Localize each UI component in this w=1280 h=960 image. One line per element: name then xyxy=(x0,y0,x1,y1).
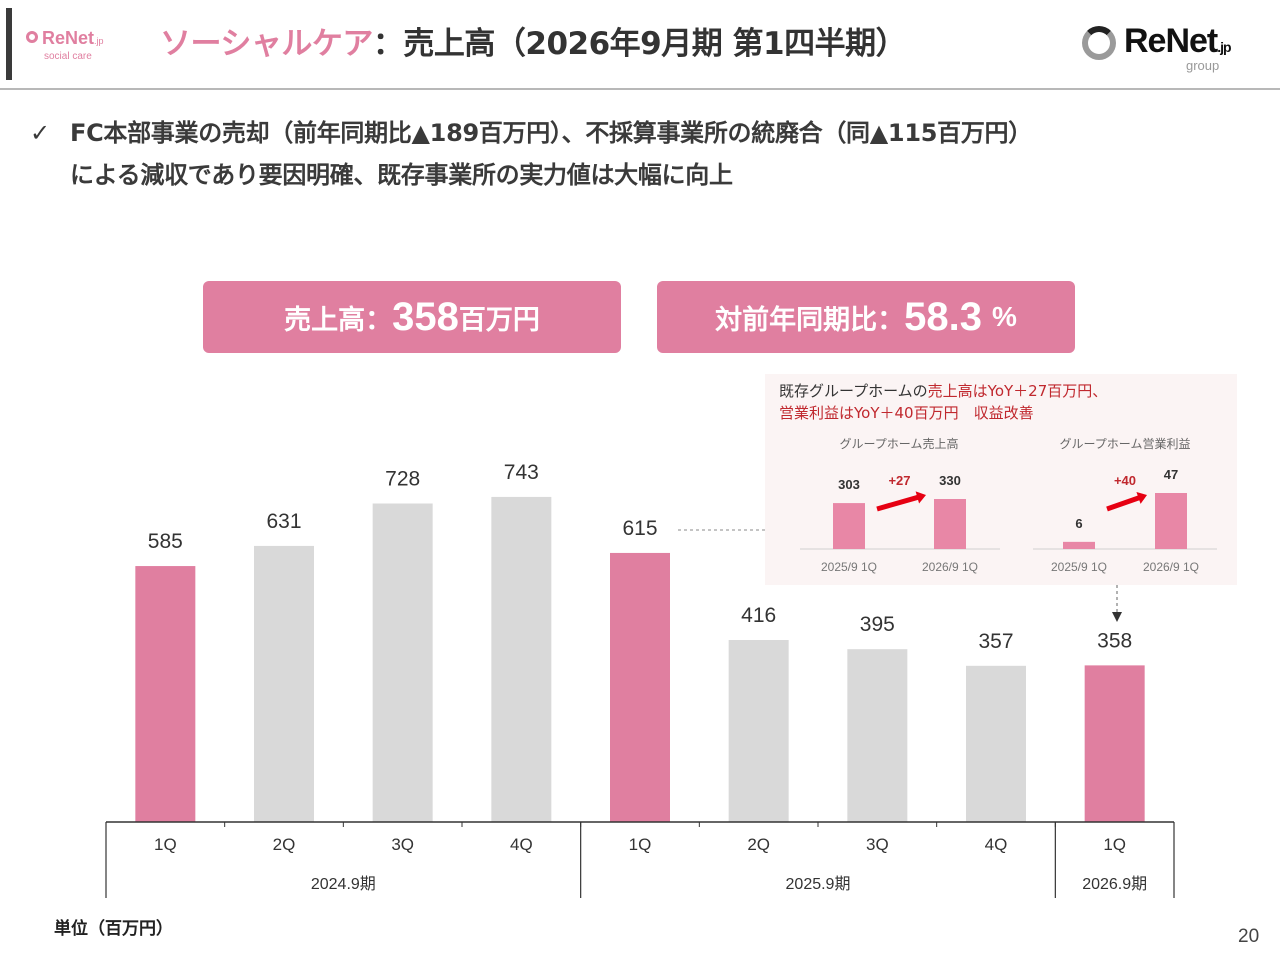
delta-label: +40 xyxy=(1114,473,1136,488)
data-label: 615 xyxy=(622,517,657,540)
bar xyxy=(1084,665,1145,822)
inset-data-label: 47 xyxy=(1164,467,1178,482)
tick-label: 3Q xyxy=(866,835,889,854)
group-label: 2026.9期 xyxy=(1082,875,1147,893)
inset-tick-label: 2026/9 1Q xyxy=(922,560,978,574)
checkmark-icon: ✓ xyxy=(30,119,51,147)
data-label: 585 xyxy=(148,530,183,553)
renet-ring-icon xyxy=(1082,26,1116,60)
bar xyxy=(254,545,314,822)
inset-chart-title: グループホーム営業利益 xyxy=(1060,437,1191,451)
tick-label: 1Q xyxy=(629,835,652,854)
delta-arrow-shaft xyxy=(1106,495,1141,512)
unit-label: 単位（百万円） xyxy=(54,919,173,939)
bar xyxy=(135,566,196,822)
group-label: 2025.9期 xyxy=(786,875,851,893)
header-accent-bar xyxy=(6,8,12,80)
title-segment: ソーシャルケア xyxy=(160,26,373,62)
delta-arrow-icon xyxy=(876,491,926,512)
inset-tick-label: 2025/9 1Q xyxy=(1051,560,1107,574)
inset-tick-label: 2026/9 1Q xyxy=(1143,560,1199,574)
bar xyxy=(372,503,433,822)
tick-label: 2Q xyxy=(747,835,770,854)
bar xyxy=(491,496,552,822)
bullet-line-2: による減収であり要因明確、既存事業所の実力値は大幅に向上 xyxy=(70,161,733,189)
inset-data-label: 303 xyxy=(838,477,860,492)
data-label: 743 xyxy=(504,461,539,484)
logo-brand: ReNet xyxy=(42,28,95,48)
tick-label: 1Q xyxy=(1103,835,1126,854)
inset-note: 既存グループホームの売上高はYoY＋27百万円、 営業利益はYoY＋40百万円 … xyxy=(779,380,1107,424)
bar xyxy=(728,640,789,822)
kpi-value: 358 xyxy=(392,294,459,339)
tick-label: 4Q xyxy=(985,835,1008,854)
page-title: ソーシャルケア：売上高（2026年9月期 第1四半期） xyxy=(160,18,907,63)
data-label: 358 xyxy=(1097,629,1132,652)
arrow-down-icon xyxy=(1112,612,1122,622)
kpi-sales: 売上高： 358 百万円 xyxy=(203,281,621,353)
note-text: 既存グループホームの xyxy=(779,382,928,400)
inset-charts: グループホーム売上高 303 2025/9 1Q 330 2026/9 1Q +27 グルー… xyxy=(800,436,1217,574)
logo-suffix: .jp xyxy=(94,36,104,46)
kpi-label: 対前年同期比： xyxy=(715,304,905,336)
header-divider xyxy=(0,88,1280,90)
delta-arrow-head xyxy=(1136,492,1147,504)
bar xyxy=(966,665,1026,822)
logo-subtitle: group xyxy=(1186,58,1220,73)
inset-bar xyxy=(1063,541,1095,549)
note-highlight: 営業利益はYoY＋40百万円 xyxy=(779,404,959,422)
kpi-label: 売上高： xyxy=(284,304,393,336)
group-home-inset: 既存グループホームの売上高はYoY＋27百万円、 営業利益はYoY＋40百万円 … xyxy=(765,374,1237,585)
kpi-unit: % xyxy=(991,301,1017,332)
kpi-value: 58.3 xyxy=(904,294,982,339)
delta-arrow-head xyxy=(915,491,926,504)
data-label: 357 xyxy=(978,630,1013,653)
page-number: 20 xyxy=(1238,926,1260,947)
logo-brand: ReNet xyxy=(1124,22,1218,60)
tick-label: 3Q xyxy=(391,835,414,854)
tick-label: 1Q xyxy=(154,835,177,854)
data-label: 631 xyxy=(266,510,301,533)
note-text: 収益改善 xyxy=(958,404,1034,422)
kpi-yoy: 対前年同期比： 58.3 % xyxy=(657,281,1075,353)
renet-social-care-logo: ReNet.jp social care xyxy=(24,28,134,68)
bullet-line-1: FC本部事業の売却（前年同期比▲189百万円）、不採算事業所の統廃合（同▲115… xyxy=(70,119,1032,147)
delta-arrow-shaft xyxy=(876,494,919,512)
bar xyxy=(847,649,908,822)
logo-subtitle: social care xyxy=(44,51,92,62)
data-label: 395 xyxy=(860,613,895,636)
kpi-unit: 百万円 xyxy=(458,304,540,336)
delta-arrow-icon xyxy=(1106,492,1147,512)
delta-label: +27 xyxy=(888,473,910,488)
inset-bar xyxy=(934,499,966,549)
inset-bar xyxy=(833,503,865,549)
renet-group-logo: ReNet.jp group xyxy=(1082,22,1262,74)
group-label: 2024.9期 xyxy=(311,875,376,893)
tick-label: 2Q xyxy=(273,835,296,854)
inset-data-label: 330 xyxy=(939,473,961,488)
inset-tick-label: 2025/9 1Q xyxy=(821,560,877,574)
data-label: 416 xyxy=(741,604,776,627)
note-highlight: 売上高はYoY＋27百万円、 xyxy=(927,382,1108,400)
inset-chart-title: グループホーム売上高 xyxy=(840,436,959,451)
inset-bar xyxy=(1155,493,1187,549)
renet-ring-icon xyxy=(26,31,38,43)
bar xyxy=(610,552,670,822)
inset-data-label: 6 xyxy=(1075,516,1082,531)
title-rest: ：売上高（2026年9月期 第1四半期） xyxy=(372,26,907,62)
logo-suffix: .jp xyxy=(1217,39,1231,55)
data-label: 728 xyxy=(385,468,420,491)
tick-label: 4Q xyxy=(510,835,533,854)
